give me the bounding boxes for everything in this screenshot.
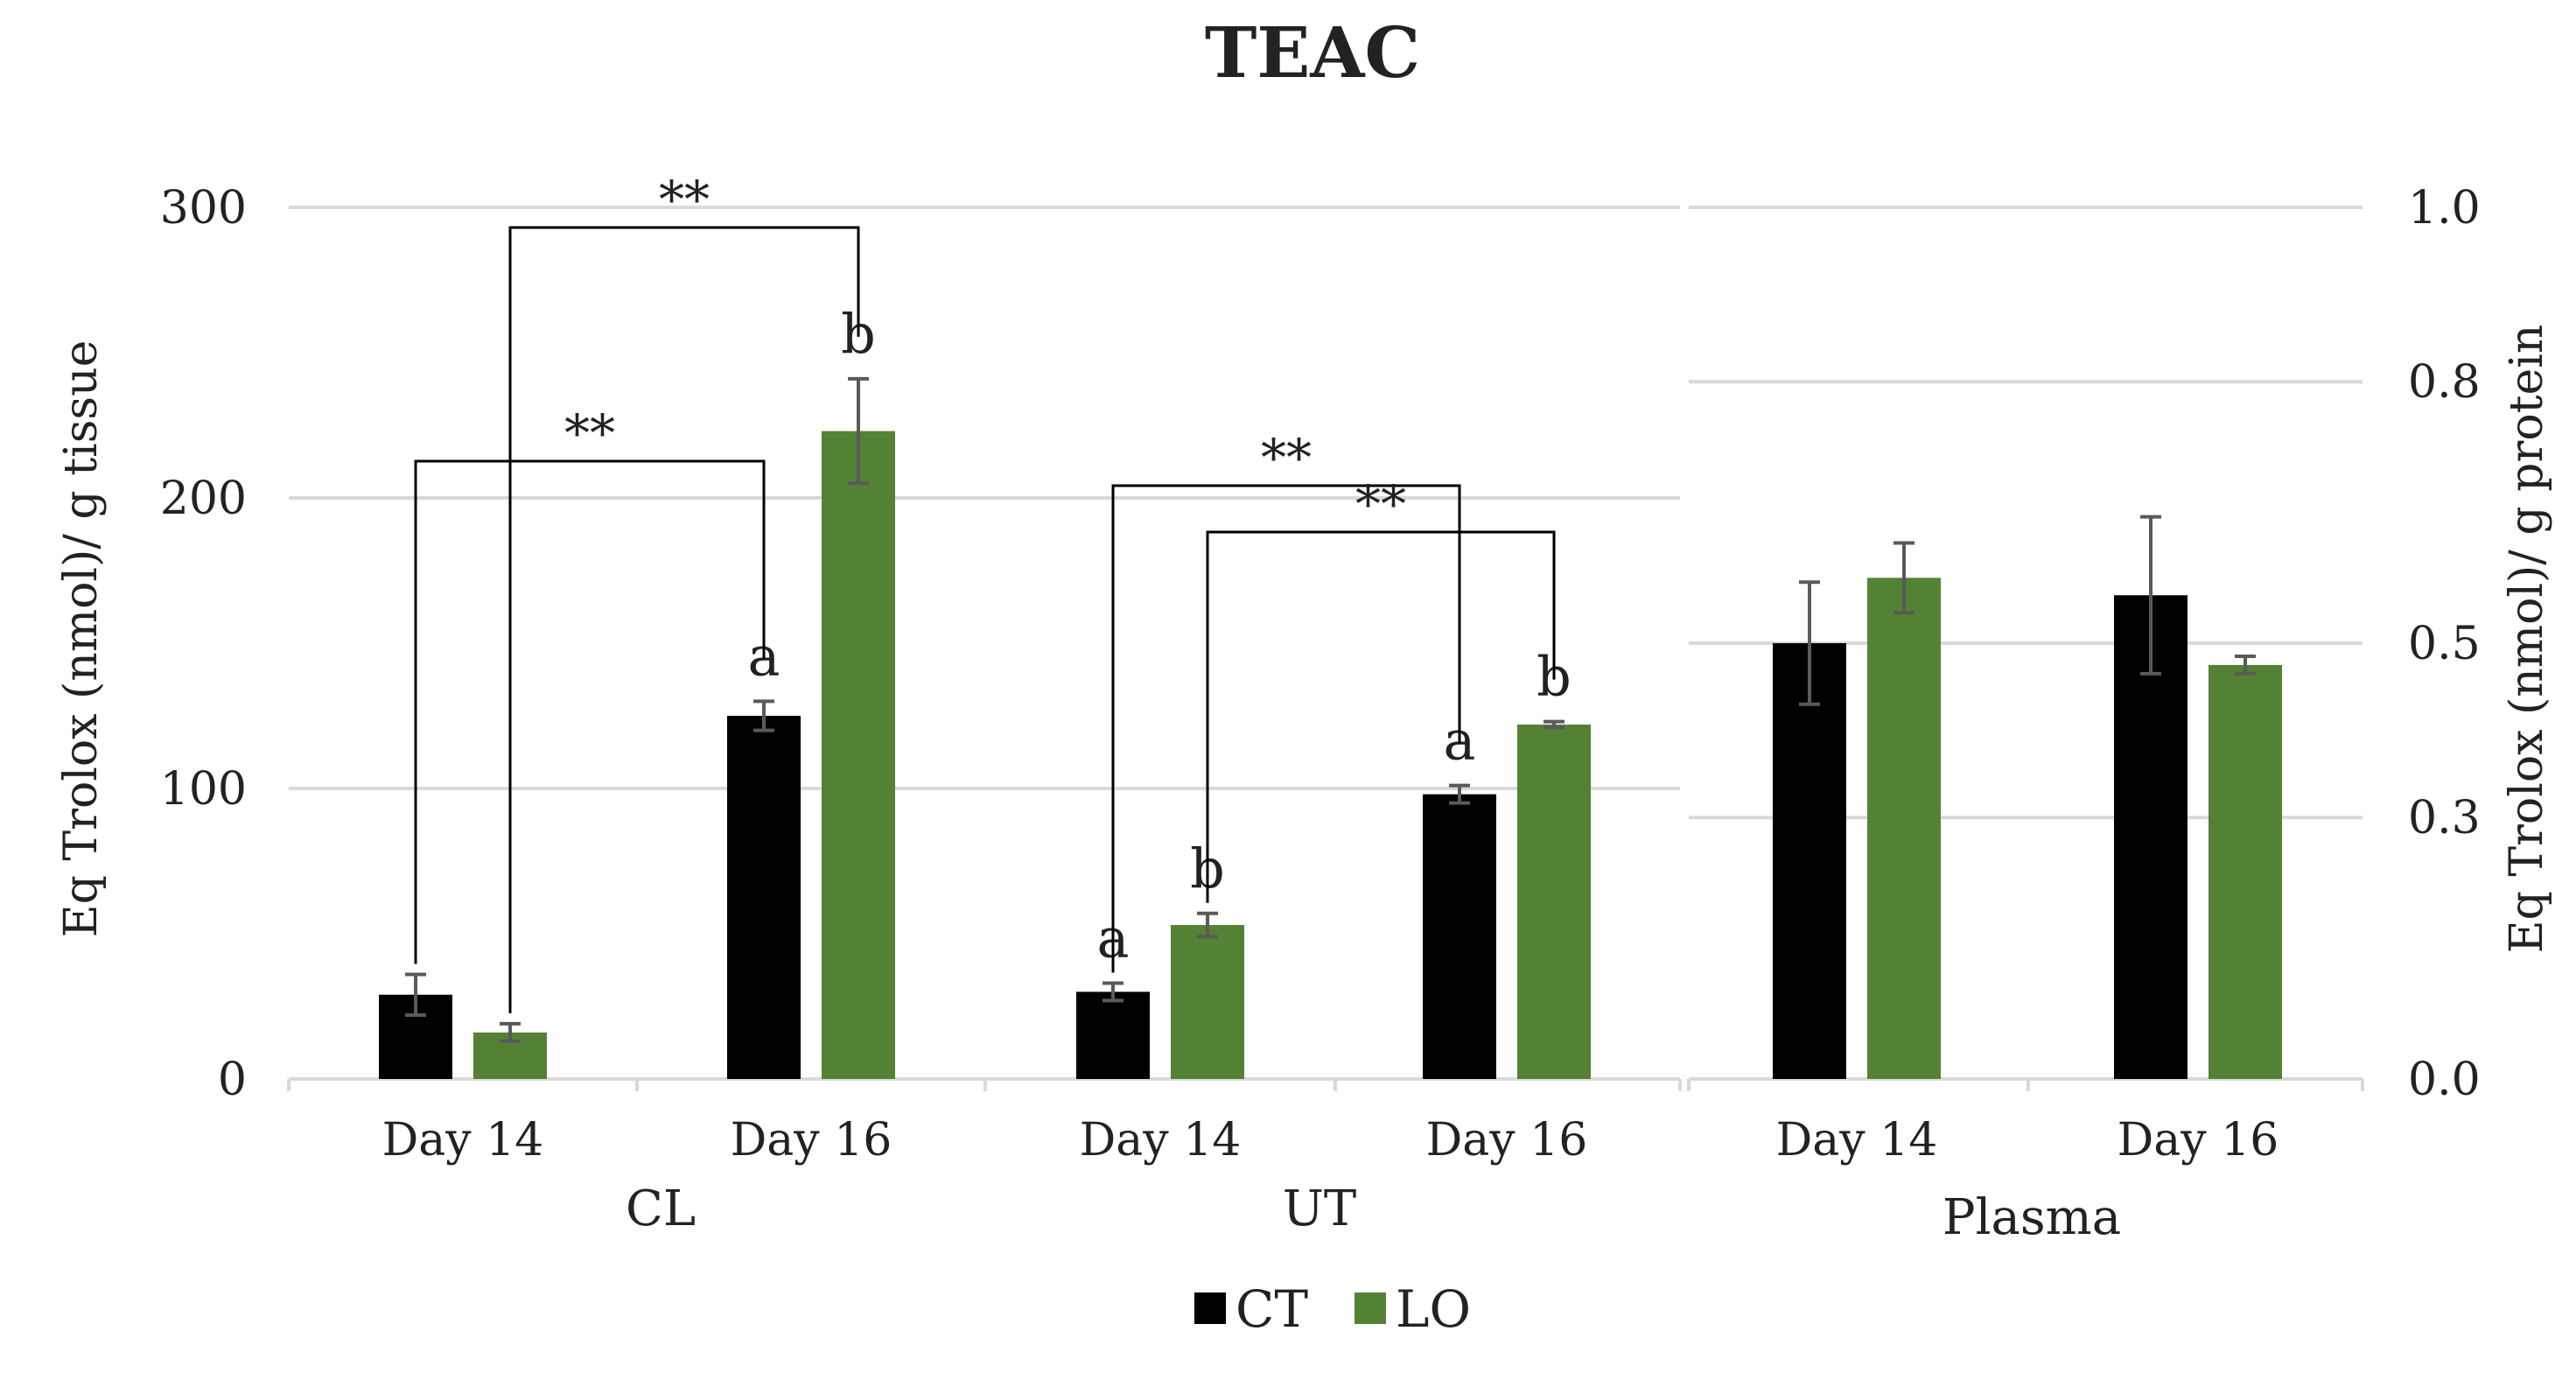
- axes: 0 100 200 300 0.0 0.3 0.5 0.8 1.0 Day 14 Day 16 CL D…: [160, 182, 2481, 1246]
- bar-plasma-day14-lo: [1867, 578, 1941, 1079]
- group-label-ut: UT: [1283, 1180, 1357, 1237]
- significance-stars: **: [1261, 428, 1312, 487]
- right-tick-label: 0.0: [2408, 1054, 2481, 1106]
- legend-label-ct: CT: [1236, 1279, 1308, 1339]
- group-label-plasma: Plasma: [1942, 1189, 2121, 1246]
- significance-bracket: [414, 459, 766, 964]
- right-tick-label: 1.0: [2408, 182, 2481, 235]
- bar-plasma-day16-ct: [2114, 595, 2188, 1079]
- right-tick-label: 0.5: [2408, 618, 2481, 670]
- left-tick-label: 0: [218, 1054, 247, 1106]
- bar-ut-day14-ct: [1076, 991, 1150, 1079]
- significance-stars: **: [659, 170, 710, 229]
- bar-cl-day16-ct: [727, 716, 801, 1079]
- left-axis-title: Eq Trolox (nmol)/ g tissue: [55, 340, 108, 938]
- legend-swatch-ct: [1194, 1292, 1226, 1324]
- bar-plasma-day14-ct: [1773, 643, 1846, 1079]
- right-tick-label: 0.3: [2408, 792, 2481, 844]
- chart-title: TEAC: [1205, 11, 1420, 94]
- category-label: Day 16: [1426, 1114, 1588, 1166]
- group-label-cl: CL: [626, 1180, 696, 1237]
- bar-plasma-day16-lo: [2208, 664, 2282, 1079]
- left-tick-label: 300: [160, 182, 247, 235]
- right-axis-title: Eq Trolox (nmol)/ g protein: [2501, 325, 2553, 954]
- right-tick-label: 0.8: [2408, 356, 2481, 409]
- bars: [379, 376, 2282, 1079]
- category-label: Day 14: [1776, 1114, 1938, 1166]
- category-label: Day 14: [382, 1114, 544, 1166]
- bar-ut-day16-lo: [1517, 724, 1591, 1079]
- gridlines: [289, 206, 2362, 820]
- legend-swatch-lo: [1354, 1292, 1386, 1324]
- left-tick-label: 100: [160, 763, 247, 816]
- category-label: Day 14: [1080, 1114, 1242, 1166]
- significance-bracket: [1206, 530, 1556, 903]
- bar-ut-day14-lo: [1171, 925, 1244, 1079]
- significance-bracket: [1111, 484, 1461, 973]
- bar-cl-day16-lo: [822, 431, 895, 1079]
- significance-stars: **: [1355, 474, 1406, 534]
- significance-stars: **: [564, 403, 615, 463]
- left-tick-label: 200: [160, 473, 247, 525]
- legend-label-lo: LO: [1396, 1279, 1471, 1339]
- category-label: Day 16: [731, 1114, 892, 1166]
- bar-ut-day16-ct: [1423, 794, 1496, 1079]
- legend: CT LO: [1194, 1279, 1471, 1339]
- category-label: Day 16: [2118, 1114, 2279, 1166]
- significance-bracket: [508, 226, 860, 1013]
